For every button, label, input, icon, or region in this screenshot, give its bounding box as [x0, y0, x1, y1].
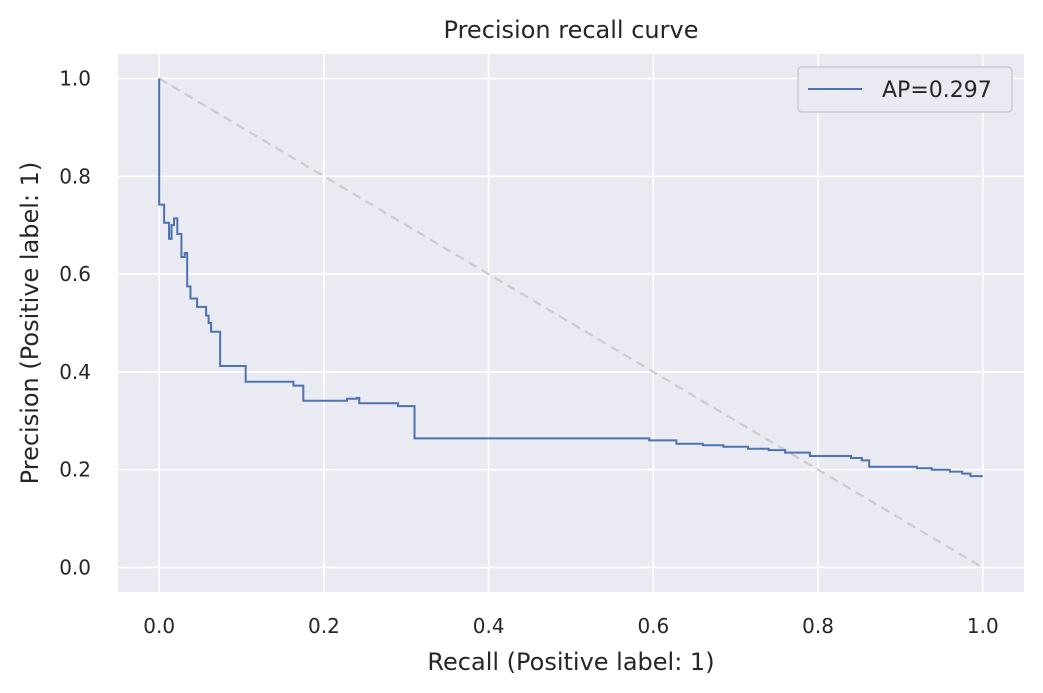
- y-tick-label: 0.8: [59, 164, 91, 188]
- y-tick-label: 0.4: [59, 360, 91, 384]
- pr-curve-line: [158, 78, 983, 478]
- y-tick-labels: 0.0 0.2 0.4 0.6 0.8 1.0: [59, 66, 91, 579]
- x-tick-labels: 0.0 0.2 0.4 0.6 0.8 1.0: [143, 614, 998, 638]
- legend-label: AP=0.297: [882, 78, 992, 103]
- series-layer: [158, 78, 983, 478]
- chance-line: [158, 77, 984, 569]
- y-tick-label: 0.6: [59, 262, 91, 286]
- grid-lines: [118, 54, 1024, 592]
- y-tick-label: 1.0: [59, 66, 91, 90]
- x-axis-label: Recall (Positive label: 1): [427, 648, 714, 676]
- legend-box: [797, 66, 1013, 113]
- x-tick-label: 0.2: [308, 614, 340, 638]
- chance-line-layer: [158, 77, 984, 569]
- legend: AP=0.297: [797, 66, 1013, 113]
- y-tick-label: 0.0: [59, 556, 91, 580]
- x-tick-label: 0.0: [143, 614, 175, 638]
- y-axis-label: Precision (Positive label: 1): [16, 162, 44, 485]
- x-tick-label: 0.6: [637, 614, 669, 638]
- x-tick-label: 0.4: [473, 614, 505, 638]
- x-tick-label: 1.0: [967, 614, 999, 638]
- y-tick-label: 0.2: [59, 458, 91, 482]
- x-tick-label: 0.8: [802, 614, 834, 638]
- chart-title: Precision recall curve: [444, 16, 699, 44]
